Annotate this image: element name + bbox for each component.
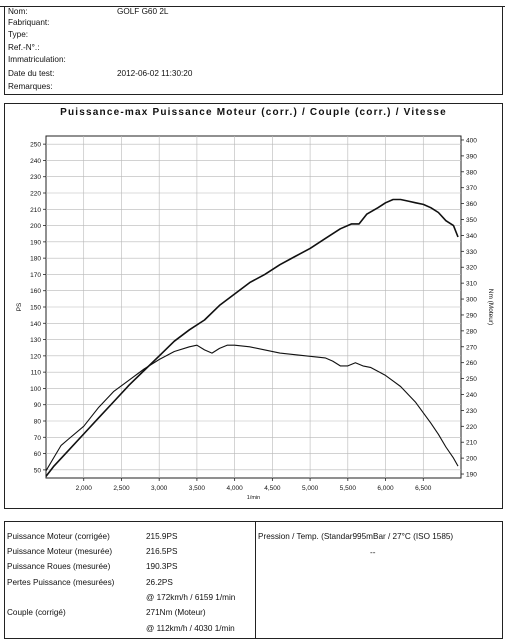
y-tick-label: 160	[30, 288, 41, 295]
y2-tick-label: 300	[466, 297, 477, 304]
y-tick-label: 190	[30, 239, 41, 246]
pression-value: --	[370, 548, 376, 557]
y2-tick-label: 370	[466, 185, 477, 192]
y-axis-label: PS	[16, 302, 23, 311]
pression-label: Pression / Temp. (Standar995mBar / 27°C …	[258, 532, 454, 541]
chart-title: Puissance-max Puissance Moteur (corr.) /…	[60, 107, 447, 118]
x-tick-label: 3,500	[189, 485, 206, 492]
y-tick-label: 210	[30, 207, 41, 214]
y2-axis-label: Nm (Moteur)	[487, 289, 494, 325]
y-tick-label: 150	[30, 305, 41, 312]
result-label: Couple (corrigé)	[7, 608, 66, 617]
x-tick-label: 4,500	[264, 485, 281, 492]
y2-tick-label: 320	[466, 265, 477, 272]
y2-tick-label: 250	[466, 376, 477, 383]
y2-tick-label: 330	[466, 249, 477, 256]
y-tick-label: 220	[30, 191, 41, 198]
y-tick-label: 250	[30, 142, 41, 149]
x-tick-label: 5,000	[302, 485, 319, 492]
info-label: Immatriculation:	[8, 55, 66, 64]
result-label: Pertes Puissance (mesurées)	[7, 578, 115, 587]
result-value: @ 172km/h / 6159 1/min	[146, 593, 236, 602]
top-rule	[0, 0, 505, 7]
x-tick-label: 3,000	[151, 485, 168, 492]
y-tick-label: 170	[30, 272, 41, 279]
y-tick-label: 130	[30, 337, 41, 344]
result-value: @ 112km/h / 4030 1/min	[146, 624, 235, 633]
dyno-chart: 50 60 70 80 90 100 110 120 130 140 150 160 170 180 190…	[16, 135, 494, 501]
y-tick-label: 80	[34, 419, 42, 426]
y-tick-label: 120	[30, 353, 41, 360]
y-tick-label: 60	[34, 451, 42, 458]
result-value: 190.3PS	[146, 562, 178, 571]
info-label: Date du test:	[8, 69, 55, 78]
y-tick-label: 50	[34, 467, 42, 474]
x-tick-label: 2,000	[76, 485, 93, 492]
dyno-chart-panel: Puissance-max Puissance Moteur (corr.) /…	[4, 103, 503, 509]
y-tick-label: 70	[34, 435, 42, 442]
y-tick-label: 240	[30, 158, 41, 165]
y2-tick-label: 290	[466, 312, 477, 319]
y2-tick-label: 210	[466, 440, 477, 447]
x-tick-label: 4,000	[226, 485, 243, 492]
result-label: Puissance Moteur (corrigée)	[7, 532, 110, 541]
y2-tick-label: 230	[466, 408, 477, 415]
result-value: 216.5PS	[146, 547, 178, 556]
y2-tick-label: 270	[466, 344, 477, 351]
y2-tick-label: 220	[466, 424, 477, 431]
x-tick-label: 6,500	[415, 485, 432, 492]
power-curve-line	[45, 198, 459, 477]
y2-tick-label: 400	[466, 137, 477, 144]
y2-tick-label: 280	[466, 328, 477, 335]
y2-tick-label: 340	[466, 233, 477, 240]
info-value: GOLF G60 2L	[117, 7, 169, 16]
results-block: Puissance Moteur (corrigée) 215.9PS Puis…	[4, 521, 503, 639]
result-value: 26.2PS	[146, 578, 173, 587]
info-label: Nom:	[8, 7, 28, 16]
y2-tick-label: 190	[466, 472, 477, 479]
info-label: Type:	[8, 30, 29, 39]
y-tick-label: 200	[30, 223, 41, 230]
x-tick-label: 2,500	[113, 485, 130, 492]
y-tick-label: 110	[31, 370, 42, 377]
y2-tick-label: 360	[466, 201, 477, 208]
y2-tick-label: 380	[466, 169, 477, 176]
info-label: Remarques:	[8, 82, 53, 91]
vehicle-info-block: Nom: GOLF G60 2L Fabriquant: Type: Ref.-…	[4, 6, 503, 95]
info-value: 2012-06-02 11:30:20	[117, 69, 193, 78]
info-label: Fabriquant:	[8, 18, 50, 27]
x-tick-label: 5,500	[340, 485, 357, 492]
y-tick-label: 180	[30, 256, 41, 263]
y2-tick-label: 260	[466, 360, 477, 367]
result-value: 215.9PS	[146, 532, 178, 541]
y2-tick-label: 200	[466, 456, 477, 463]
y-tick-label: 90	[34, 402, 42, 409]
result-value: 271Nm (Moteur)	[146, 608, 206, 617]
y2-tick-label: 390	[466, 153, 477, 160]
x-tick-label: 6,000	[377, 485, 394, 492]
y-tick-label: 230	[30, 174, 41, 181]
y2-tick-label: 350	[466, 217, 477, 224]
x-axis-label: 1/min	[247, 495, 260, 501]
y-tick-label: 100	[30, 386, 41, 393]
results-divider	[255, 522, 256, 638]
y2-tick-label: 310	[466, 281, 477, 288]
info-label: Ref.-N°.:	[8, 43, 40, 52]
result-label: Puissance Moteur (mesurée)	[7, 547, 113, 556]
y-tick-label: 140	[30, 321, 41, 328]
torque-curve-line	[45, 344, 459, 472]
result-label: Puissance Roues (mesurée)	[7, 562, 111, 571]
y2-tick-label: 240	[466, 392, 477, 399]
